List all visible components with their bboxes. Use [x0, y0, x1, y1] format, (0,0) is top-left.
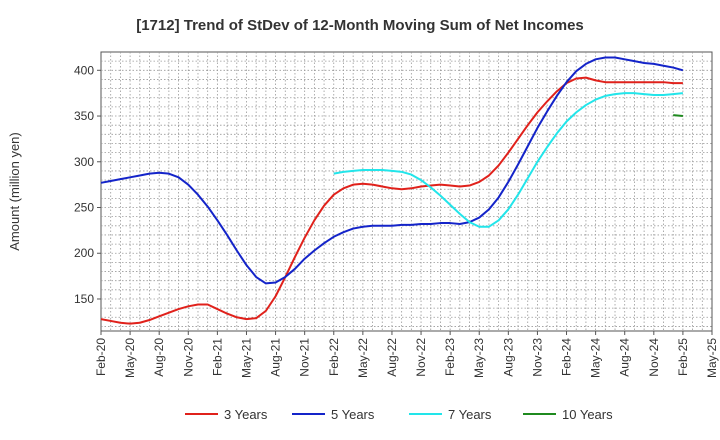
- x-tick-label: Aug-24: [618, 338, 632, 377]
- x-tick-label: Nov-24: [647, 338, 661, 377]
- y-tick-label: 300: [74, 155, 94, 169]
- x-tick-label: Feb-21: [210, 338, 224, 376]
- x-tick-label: Nov-23: [530, 338, 544, 377]
- legend-label-10-years: 10 Years: [562, 407, 613, 422]
- legend-label-7-years: 7 Years: [448, 407, 492, 422]
- x-tick-label: May-24: [589, 338, 603, 378]
- x-tick-label: Feb-22: [327, 338, 341, 376]
- x-tick-label: Nov-22: [414, 338, 428, 377]
- x-tick-label: Feb-24: [560, 338, 574, 376]
- x-tick-label: May-20: [123, 338, 137, 378]
- series-line-3-years: [100, 76, 683, 325]
- plot-area: [100, 51, 713, 332]
- chart-title: [1712] Trend of StDev of 12-Month Moving…: [136, 17, 584, 34]
- x-tick-label: Aug-20: [152, 338, 166, 377]
- series-line-10-years: [673, 114, 683, 118]
- series-lines: [100, 56, 684, 325]
- legend-label-3-years: 3 Years: [224, 407, 268, 422]
- y-tick-label: 250: [74, 201, 94, 215]
- x-tick-label: May-22: [356, 338, 370, 378]
- x-tick-label: Aug-21: [269, 338, 283, 377]
- y-axis-ticks: 150 200 250 300 350 400: [74, 63, 101, 306]
- x-tick-label: Aug-22: [385, 338, 399, 377]
- x-tick-label: Feb-23: [443, 338, 457, 376]
- y-tick-label: 200: [74, 246, 94, 260]
- series-line-5-years: [100, 56, 684, 285]
- x-tick-label: May-23: [472, 338, 486, 378]
- y-tick-label: 350: [74, 109, 94, 123]
- y-axis-label: Amount (million yen): [7, 132, 22, 251]
- x-tick-label: Nov-20: [181, 338, 195, 377]
- x-tick-label: Nov-21: [298, 338, 312, 377]
- series-line-7-years: [333, 92, 683, 228]
- y-tick-label: 150: [74, 292, 94, 306]
- grid: [101, 52, 712, 331]
- y-tick-label: 400: [74, 63, 94, 77]
- x-tick-label: Feb-20: [94, 338, 108, 376]
- x-tick-label: Feb-25: [676, 338, 690, 376]
- x-tick-label: Aug-23: [501, 338, 515, 377]
- x-axis-ticks: Feb-20 May-20 Aug-20 Nov-20 Feb-21 May-21 Aug-…: [94, 331, 719, 378]
- legend-label-5-years: 5 Years: [331, 407, 375, 422]
- x-tick-label: May-25: [705, 338, 719, 378]
- x-tick-label: May-21: [239, 338, 253, 378]
- legend: 3 Years 5 Years 7 Years 10 Years: [185, 407, 613, 422]
